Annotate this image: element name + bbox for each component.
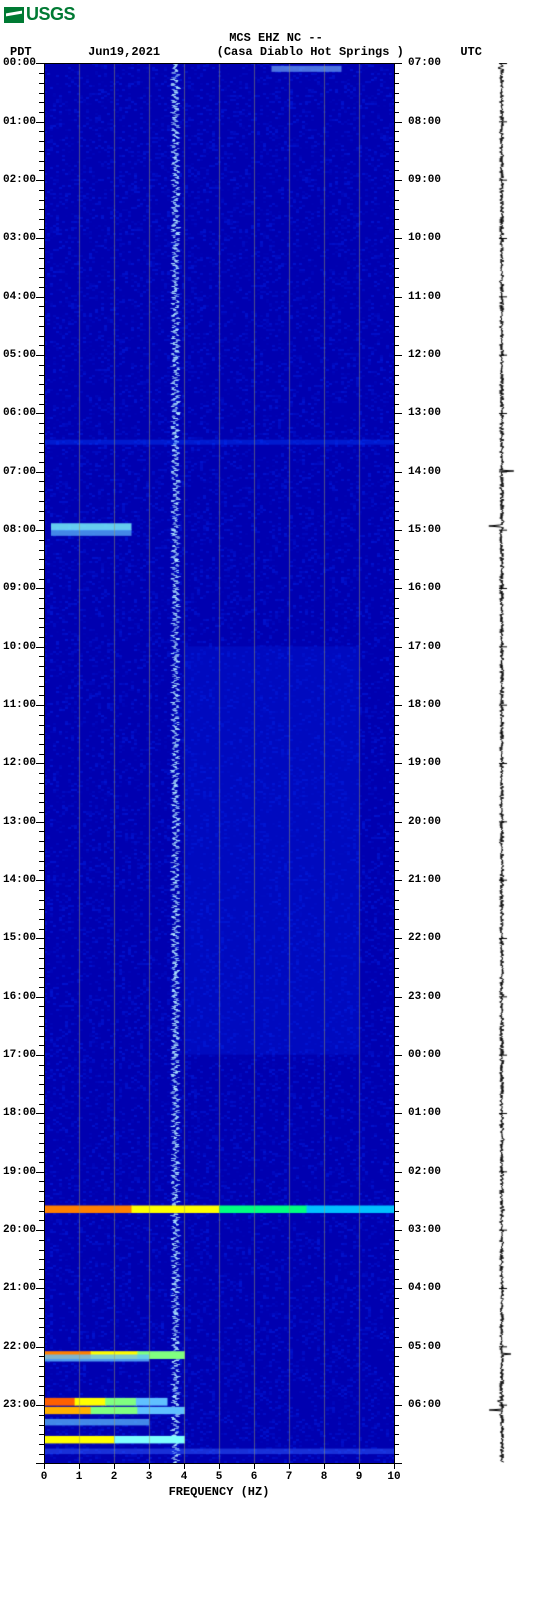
y-left-label: 02:00	[1, 174, 38, 186]
y-left-label: 17:00	[1, 1049, 38, 1061]
x-tick-label: 9	[356, 1471, 363, 1483]
plot-border-top	[44, 63, 394, 64]
y-right-label: 14:00	[406, 466, 443, 478]
y-left-label: 09:00	[1, 582, 38, 594]
y-left-label: 15:00	[1, 932, 38, 944]
y-left-label: 12:00	[1, 757, 38, 769]
y-right-label: 12:00	[406, 349, 443, 361]
station-label: (Casa Diablo Hot Springs )	[217, 45, 404, 59]
y-left-label: 21:00	[1, 1282, 38, 1294]
y-right-label: 08:00	[406, 116, 443, 128]
x-tick-label: 0	[41, 1471, 48, 1483]
x-tick-label: 5	[216, 1471, 223, 1483]
date-label: Jun19,2021	[88, 45, 160, 59]
x-tick-label: 1	[76, 1471, 83, 1483]
y-right-label: 11:00	[406, 291, 443, 303]
y-right-label: 09:00	[406, 174, 443, 186]
y-left-label: 18:00	[1, 1107, 38, 1119]
right-tz-label: UTC	[460, 45, 482, 59]
usgs-logo-mark	[4, 7, 24, 23]
y-left-label: 11:00	[1, 699, 38, 711]
plot-border-left	[44, 63, 45, 1463]
y-right-label: 22:00	[406, 932, 443, 944]
y-right-label: 18:00	[406, 699, 443, 711]
y-left-label: 22:00	[1, 1341, 38, 1353]
seismogram-plot	[458, 63, 548, 1463]
x-tick-label: 4	[181, 1471, 188, 1483]
y-right-label: 00:00	[406, 1049, 443, 1061]
chart-header-row: PDT Jun19,2021 (Casa Diablo Hot Springs …	[0, 45, 552, 59]
x-tick-label: 10	[387, 1471, 400, 1483]
x-tick-label: 2	[111, 1471, 118, 1483]
y-left-label: 23:00	[1, 1399, 38, 1411]
y-left-label: 01:00	[1, 116, 38, 128]
plot-border-bottom	[44, 1463, 394, 1464]
y-left-label: 13:00	[1, 816, 38, 828]
y-right-label: 23:00	[406, 991, 443, 1003]
usgs-logo-text: USGS	[26, 4, 75, 25]
spectrogram-plot	[44, 63, 394, 1463]
y-left-label: 08:00	[1, 524, 38, 536]
y-right-label: 20:00	[406, 816, 443, 828]
y-right-label: 01:00	[406, 1107, 443, 1119]
y-right-label: 16:00	[406, 582, 443, 594]
y-left-label: 16:00	[1, 991, 38, 1003]
y-right-label: 02:00	[406, 1166, 443, 1178]
seismogram-canvas	[458, 63, 548, 1463]
y-left-label: 10:00	[1, 641, 38, 653]
x-tick-label: 6	[251, 1471, 258, 1483]
x-axis: FREQUENCY (HZ) 012345678910	[44, 1463, 394, 1503]
y-right-label: 19:00	[406, 757, 443, 769]
x-tick-label: 7	[286, 1471, 293, 1483]
y-right-label: 15:00	[406, 524, 443, 536]
y-right-label: 04:00	[406, 1282, 443, 1294]
y-left-label: 04:00	[1, 291, 38, 303]
y-left-label: 07:00	[1, 466, 38, 478]
y-right-label: 07:00	[406, 57, 443, 69]
y-right-label: 13:00	[406, 407, 443, 419]
y-left-label: 05:00	[1, 349, 38, 361]
y-left-label: 03:00	[1, 232, 38, 244]
spectrogram-canvas	[44, 63, 394, 1463]
x-tick-label: 8	[321, 1471, 328, 1483]
y-left-label: 00:00	[1, 57, 38, 69]
chart-title-line1: MCS EHZ NC --	[0, 31, 552, 45]
y-left-label: 20:00	[1, 1224, 38, 1236]
y-left-label: 14:00	[1, 874, 38, 886]
y-left-label: 06:00	[1, 407, 38, 419]
y-right-label: 03:00	[406, 1224, 443, 1236]
x-tick-label: 3	[146, 1471, 153, 1483]
chart-area: 00:00 01:00 02:00 03:00 04:00 05:00 06:00 07:00…	[0, 63, 552, 1503]
plot-border-right	[394, 63, 395, 1463]
y-axis-right: 07:0008:0009:0010:0011:0012:0013:0014:00…	[396, 63, 446, 1463]
y-right-label: 05:00	[406, 1341, 443, 1353]
y-right-label: 10:00	[406, 232, 443, 244]
x-axis-title: FREQUENCY (HZ)	[44, 1485, 394, 1499]
y-right-label: 17:00	[406, 641, 443, 653]
y-right-label: 06:00	[406, 1399, 443, 1411]
y-right-label: 21:00	[406, 874, 443, 886]
y-left-label: 19:00	[1, 1166, 38, 1178]
usgs-logo: USGS	[0, 0, 552, 29]
